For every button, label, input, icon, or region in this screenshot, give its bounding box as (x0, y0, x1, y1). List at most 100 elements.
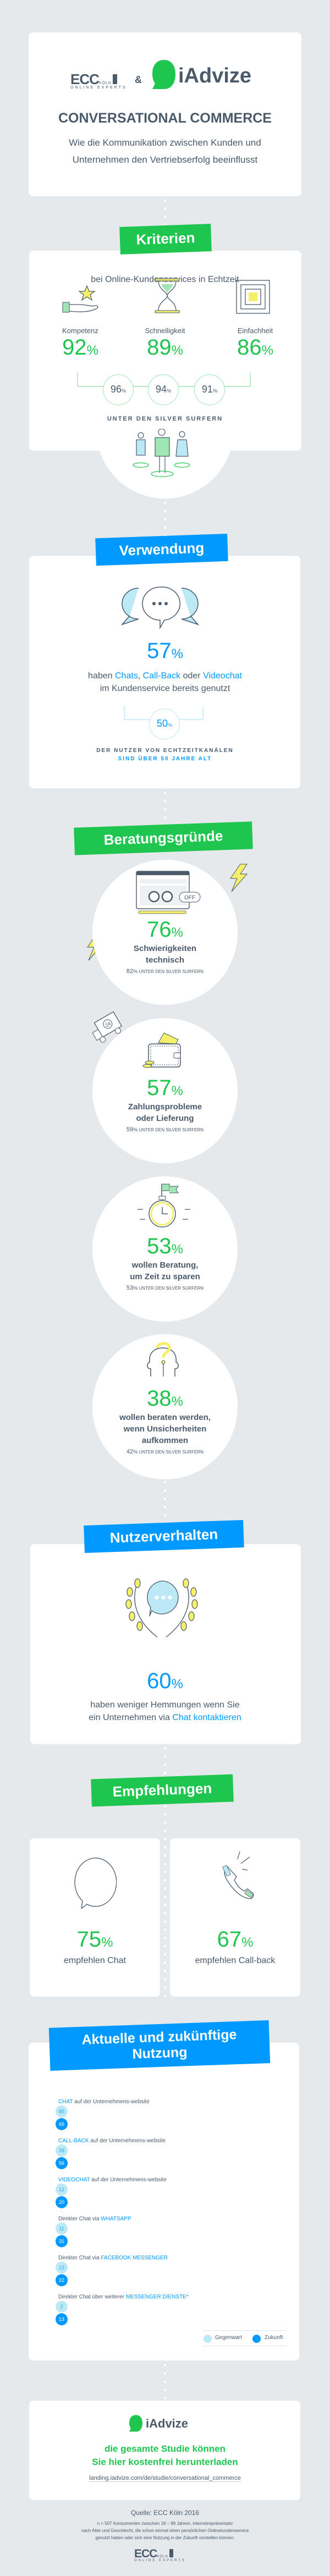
percent-sign: % (171, 1242, 183, 1257)
section-tag-nutzerverhalten: Nutzerverhalten (84, 1519, 244, 1553)
iadvize-logo: iAdvize (127, 2414, 188, 2435)
percent-sign: % (133, 1449, 138, 1455)
reason-line: technisch (145, 955, 185, 965)
criterion-value: 89% (121, 335, 209, 360)
phone-ringing-icon (222, 1851, 254, 1899)
usage-row-label: CALL-BACK auf der Unternehmens-website (58, 2138, 166, 2144)
future-value-dot: 13 (56, 2313, 68, 2325)
percent-sign: % (171, 646, 183, 661)
section-tag-verwendung: Verwendung (95, 533, 228, 566)
percent-sign: % (213, 388, 218, 394)
people-icon (133, 429, 190, 477)
highlight-callback: Call-Back (142, 671, 181, 681)
percent-sign: % (241, 1935, 254, 1950)
value-number: 75 (76, 1927, 102, 1952)
verwendung-value: 57% (0, 639, 330, 664)
reason-text: wollen Beratung, um Zeit zu sparen (0, 1259, 330, 1283)
reason-text: wollen beraten werden, wenn Unsicherheite… (0, 1412, 330, 1446)
text: haben (88, 671, 115, 681)
reason-text: Schwierigkeiten technisch (0, 943, 330, 966)
age-caption: DER NUTZER VON ECHTZEITKANÄLEN (96, 748, 234, 754)
section-tag-kriterien: Kriterien (119, 224, 212, 255)
silver-value: 59 (126, 1126, 134, 1133)
reason-line: wenn Unsicherheiten (123, 1424, 207, 1434)
text: , (138, 671, 143, 681)
label-highlight: WHATSAPP (101, 2216, 131, 2222)
off-label: OFF (184, 895, 195, 901)
value-number: 60 (147, 1669, 172, 1693)
usage-row-label: CHAT auf der Unternehmens-website (58, 2099, 150, 2105)
connector (164, 499, 166, 536)
lightning-icon (230, 864, 248, 892)
text-line: haben weniger Hemmungen wenn Sie (90, 1700, 240, 1710)
kriterien-card (29, 251, 301, 451)
usage-card (29, 2043, 299, 2361)
source-line: n = 507 Konsumenten zwischen 18 – 99 Jah… (97, 2521, 233, 2526)
ecc-logo-city: KÖLN (157, 2555, 168, 2558)
iadvize-logo-text: iAdvize (178, 64, 252, 87)
reason-line: um Zeit zu sparen (130, 1272, 200, 1281)
reason-line: aufkommen (141, 1436, 189, 1445)
current-value-dot: 13 (56, 2262, 68, 2274)
current-value-dot: 12 (56, 2183, 68, 2196)
iadvize-logo: iAdvize (151, 59, 251, 92)
cta-line: die gesamte Studie können (104, 2444, 226, 2454)
value-number: 57 (147, 1076, 172, 1100)
silver-suffix: UNTER DEN SILVER SURFERN (139, 1286, 204, 1291)
reason-value: 57% (0, 1076, 330, 1101)
connector (164, 2361, 166, 2401)
usage-row-label: Direkter Chat über weiterer MESSENGER DI… (58, 2294, 189, 2300)
future-value-dot: 31 (56, 2235, 68, 2247)
recommendation-value: 75% (30, 1927, 160, 1952)
label-text: auf der Unternehmens-website (89, 2138, 166, 2144)
download-link[interactable]: landing.iadvize.com/de/studie/conversati… (89, 2475, 241, 2482)
recommendation-card-callback: 67% empfehlen Call-back (170, 1838, 300, 1997)
maze-icon (236, 280, 270, 314)
legend-current-label: Gegenwart (215, 2335, 242, 2341)
highlight-chat: Chat kontaktieren (172, 1713, 241, 1722)
reason-silver: 42% UNTER DEN SILVER SURFERN (0, 1449, 330, 1455)
current-value-dot: 85 (56, 2105, 68, 2118)
silver-value: 53 (126, 1285, 134, 1291)
percent-sign: % (86, 343, 98, 358)
usage-row-label: Direkter Chat via WHATSAPP (58, 2216, 131, 2222)
label-text: Direkter Chat via (58, 2255, 101, 2261)
silver-value: 82 (126, 968, 134, 975)
source-line: genutzt haben oder sich eine Nutzung in … (95, 2535, 235, 2540)
connector (164, 1478, 166, 1522)
reason-line: Schwierigkeiten (133, 944, 197, 953)
connector (164, 196, 166, 225)
label-highlight: FACEBOOK MESSENGER (101, 2255, 168, 2261)
percent-sign: % (167, 388, 172, 394)
ampersand: & (135, 74, 142, 85)
text: ein Unternehmen via (89, 1713, 173, 1722)
ecc-logo-sub: ONLINE EXPERTS (134, 2559, 186, 2562)
speech-bubble-logo-icon (152, 60, 175, 89)
label-highlight: MESSENGER DIENSTE* (125, 2294, 189, 2300)
reason-text: Zahlungsprobleme oder Lieferung (0, 1101, 330, 1124)
download-cta: die gesamte Studie können Sie hier koste… (0, 2442, 330, 2469)
connector (164, 789, 166, 824)
label-highlight: CALL-BACK (58, 2138, 89, 2144)
ecc-logo-sub: ONLINE EXPERTS (70, 86, 127, 90)
percent-sign: % (168, 722, 173, 728)
label-text: Direkter Chat via (58, 2216, 101, 2222)
silver-ring: 96% (103, 374, 134, 405)
chat-bubbles-icon (120, 587, 200, 629)
label-text: auf der Unternehmens-website (90, 2177, 167, 2183)
reason-value: 53% (0, 1234, 330, 1259)
ecc-logo-text: ECC (134, 2547, 157, 2560)
ecc-logo: ECCKÖLN ONLINE EXPERTS (70, 71, 127, 90)
nutzerverhalten-text: haben weniger Hemmungen wenn Sie ein Unt… (0, 1699, 330, 1724)
truck-label: 24 (104, 1021, 112, 1029)
future-value-dot: 66 (56, 2118, 68, 2130)
value-number: 86 (237, 335, 262, 360)
verwendung-text: haben Chats, Call-Back oder Videochat im… (0, 670, 330, 695)
percent-sign: % (133, 1285, 138, 1291)
silver-ring-value: 96 (110, 384, 122, 395)
browser-offline-icon: OFF (136, 871, 201, 914)
head-question-icon (147, 1342, 179, 1377)
percent-sign: % (171, 1677, 183, 1691)
criterion-label: Kompetenz (62, 327, 98, 335)
ecc-logo-city: KÖLN (98, 81, 112, 85)
